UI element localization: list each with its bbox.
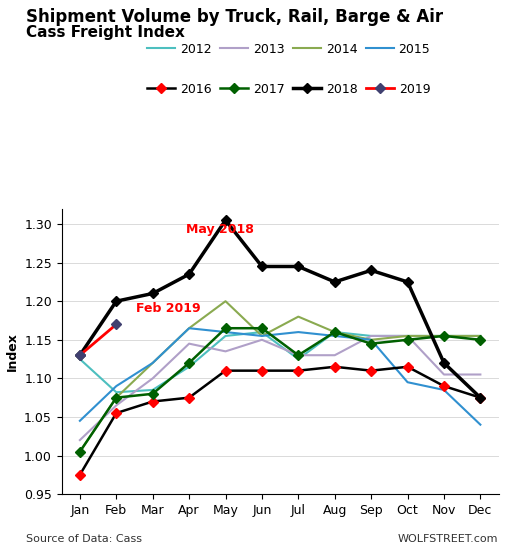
Text: May 2018: May 2018 xyxy=(186,223,254,236)
Text: Source of Data: Cass: Source of Data: Cass xyxy=(26,534,142,544)
Text: Shipment Volume by Truck, Rail, Barge & Air: Shipment Volume by Truck, Rail, Barge & … xyxy=(26,8,443,26)
Text: Feb 2019: Feb 2019 xyxy=(136,302,201,315)
Legend: 2016, 2017, 2018, 2019: 2016, 2017, 2018, 2019 xyxy=(142,78,435,101)
Y-axis label: Index: Index xyxy=(6,332,19,371)
Text: Cass Freight Index: Cass Freight Index xyxy=(26,25,185,40)
Text: WOLFSTREET.com: WOLFSTREET.com xyxy=(398,534,499,544)
